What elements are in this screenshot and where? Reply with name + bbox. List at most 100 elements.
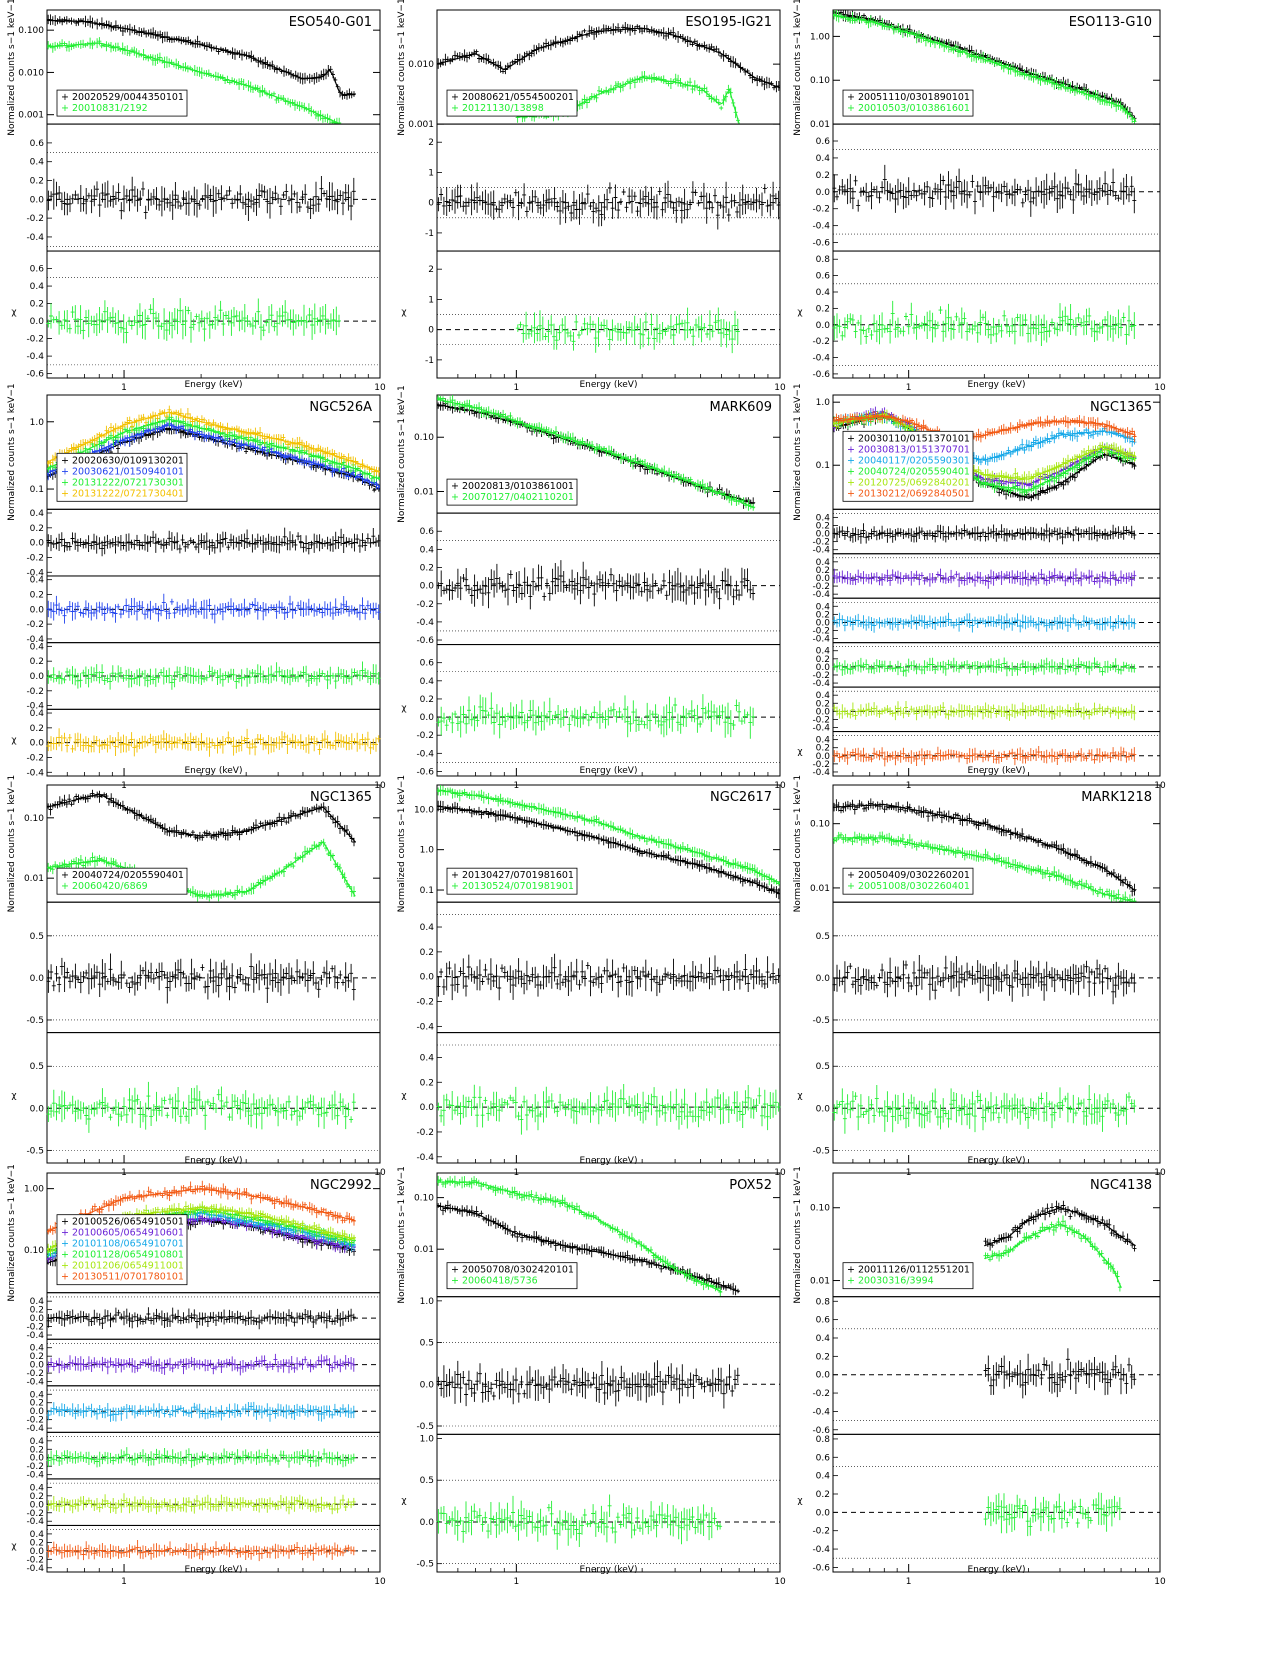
panel-ngc2992: 1.00 0.10 Normalized counts s−1 keV−1 NGC29… [7, 1164, 386, 1587]
res-tick-label: 0.4 [816, 288, 831, 298]
y-axis-label: Normalized counts s−1 keV−1 [397, 1166, 407, 1304]
residual-points-yellow [46, 728, 381, 757]
legend-entry: + 20051008/0302260401 [847, 881, 970, 892]
panel-title: ESO195-IG21 [685, 15, 772, 30]
model-line-black [984, 1207, 1136, 1247]
res-tick-label: 0.2 [30, 1492, 44, 1502]
x-tick-label: 1 [513, 1577, 519, 1587]
res-tick-label: 0.6 [30, 265, 45, 275]
res-tick-label: 0.8 [816, 1297, 831, 1307]
res-tick-label: 0.4 [816, 1334, 831, 1344]
res-tick-label: -0.6 [812, 239, 830, 249]
res-tick-label: -0.4 [812, 679, 830, 689]
res-tick-label: -0.2 [26, 553, 44, 563]
legend-entry: + 20040724/0205590401 [847, 466, 970, 477]
y-tick-label: 0.01 [24, 874, 44, 884]
legend-entry: + 20101206/0654911001 [61, 1261, 184, 1272]
res-tick-label: 0.6 [420, 527, 435, 537]
legend-entry: + 20030110/0151370101 [847, 433, 970, 444]
panel-title: NGC2992 [310, 1178, 372, 1193]
res-tick-label: 0.2 [30, 1352, 44, 1362]
residual-points-green [46, 1447, 356, 1468]
residual-points-green [46, 1081, 356, 1133]
res-tick-label: 0.2 [30, 1306, 44, 1316]
spectra [833, 10, 1137, 125]
res-tick-label: 0.4 [420, 923, 435, 933]
res-tick-label: 0.0 [30, 317, 45, 327]
res-tick-label: 0.0 [816, 663, 831, 673]
res-tick-label: -1 [425, 229, 434, 239]
y-tick-label: 0.01 [810, 120, 830, 130]
res-tick-label: 0.2 [816, 699, 830, 709]
legend-entry: + 20060418/5736 [451, 1276, 538, 1287]
res-tick-label: 0.0 [30, 195, 45, 205]
x-tick-label: 1 [906, 781, 912, 791]
y-tick-label: 0.1 [420, 886, 434, 896]
x-tick-label: 1 [121, 383, 127, 393]
data-points-green [983, 1215, 1122, 1292]
y-tick-label: 0.10 [810, 820, 830, 830]
data-points-black [437, 22, 780, 93]
res-tick-label: 0.0 [420, 582, 435, 592]
residual-points-green [832, 657, 1137, 677]
res-tick-label: -0.2 [26, 1416, 44, 1426]
residual-frame [832, 250, 1161, 379]
res-tick-label: 0.4 [30, 709, 45, 719]
res-tick-label: 0.0 [816, 752, 831, 762]
res-tick-label: -0.6 [812, 1426, 830, 1436]
res-tick-label: -0.4 [26, 1471, 44, 1481]
res-tick-label: 0.0 [30, 1104, 45, 1114]
res-tick-label: 0.4 [816, 691, 831, 701]
res-tick-label: 0.0 [420, 1380, 435, 1390]
res-tick-label: 0.0 [816, 188, 831, 198]
legend-box [446, 1262, 578, 1290]
res-tick-label: 0.0 [420, 1103, 435, 1113]
legend-entry: + 20030621/0150940101 [61, 466, 184, 477]
legend-entry: + 20020529/0044350101 [61, 92, 184, 103]
res-tick-label: 0.0 [30, 605, 45, 615]
res-tick-label: -0.2 [812, 205, 830, 215]
res-tick-label: -0.4 [26, 1517, 44, 1527]
residual-points-cyan [46, 1401, 356, 1422]
spectra [437, 395, 756, 511]
res-tick-label: 0.2 [816, 566, 830, 576]
res-tick-label: 0.0 [816, 707, 831, 717]
legend-entry: + 20130524/0701981901 [451, 881, 574, 892]
residual-frame [832, 731, 1161, 777]
x-axis-label: Energy (keV) [185, 1565, 243, 1575]
legend-entry: + 20100605/0654910601 [61, 1228, 184, 1239]
y-tick-label: 0.010 [408, 60, 434, 70]
res-tick-label: 0.2 [30, 590, 44, 600]
legend-entry: + 20060420/6869 [61, 881, 148, 892]
residual-points-black [46, 527, 381, 557]
res-tick-label: -0.2 [812, 538, 830, 548]
res-tick-label: -0.2 [812, 582, 830, 592]
y-tick-label: 0.01 [414, 1245, 434, 1255]
res-tick-label: 0.0 [30, 1361, 45, 1371]
res-tick-label: -0.4 [26, 1331, 44, 1341]
res-tick-label: -0.4 [416, 749, 434, 759]
res-tick-label: -0.4 [416, 1153, 434, 1163]
panel-title: POX52 [729, 1178, 772, 1193]
data-points-orange [47, 1180, 356, 1235]
residual-points-black [46, 176, 356, 221]
x-tick-label: 1 [906, 383, 912, 393]
y-tick-label: 0.01 [810, 884, 830, 894]
res-tick-label: 0.5 [816, 1062, 830, 1072]
spectra [437, 785, 780, 900]
res-tick-label: -0.2 [26, 753, 44, 763]
res-tick-label: 0.4 [816, 154, 831, 164]
res-tick-label: -0.2 [26, 1509, 44, 1519]
res-tick-label: 0.4 [816, 513, 831, 523]
y-tick-label: 0.10 [414, 433, 434, 443]
residual-points-cyan [832, 612, 1137, 633]
y-tick-label: 0.10 [414, 1194, 434, 1204]
residual-points-green [832, 1085, 1137, 1134]
res-tick-label: 0.2 [420, 948, 434, 958]
residual-points-black [436, 1360, 740, 1409]
chi-label: χ [401, 1496, 406, 1506]
residual-frame [436, 901, 781, 1034]
residual-frame [46, 1032, 381, 1164]
legend-entry: + 20010831/2192 [61, 103, 148, 114]
